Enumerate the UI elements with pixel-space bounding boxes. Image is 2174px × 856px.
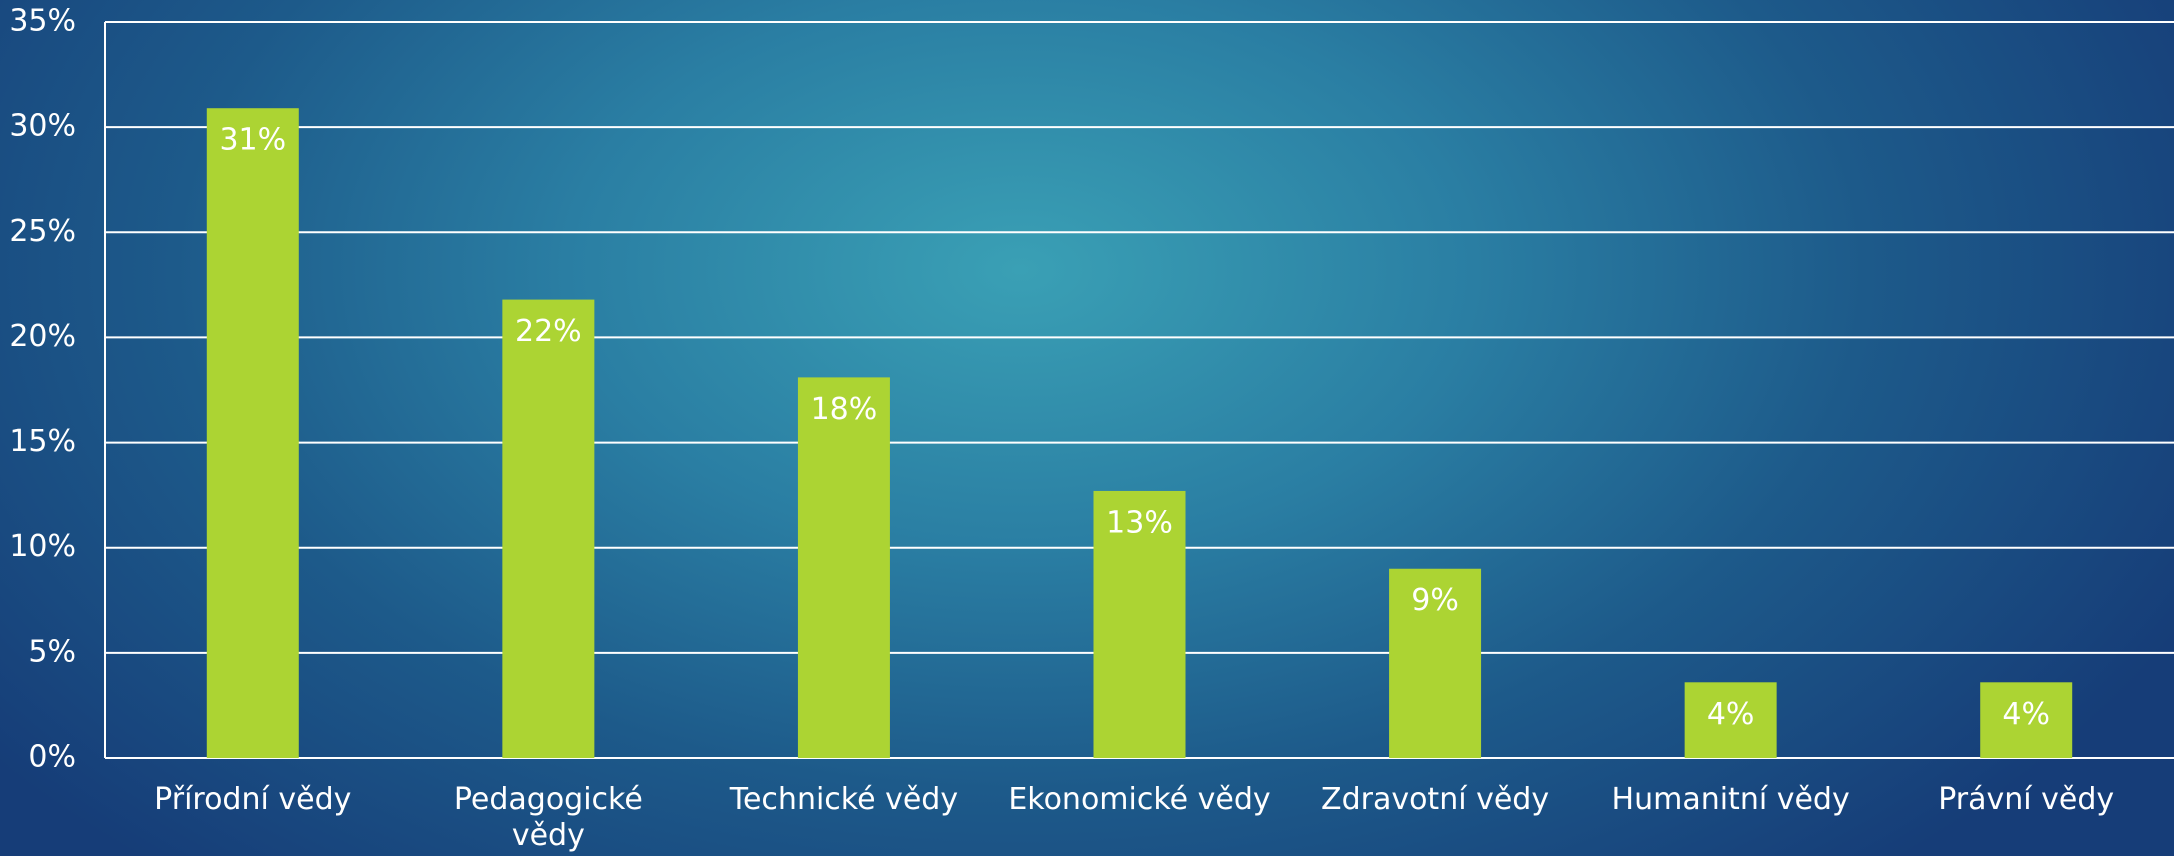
bar: [1980, 682, 2073, 758]
value-label: 13%: [1106, 505, 1173, 540]
value-label: 4%: [1707, 697, 1755, 732]
x-tick-label: Přírodní vědy: [154, 782, 352, 817]
x-tick-label: Právní vědy: [1938, 782, 2115, 817]
x-tick-label: Humanitní vědy: [1611, 782, 1850, 817]
bar: [1684, 682, 1777, 758]
bar: [206, 108, 299, 758]
y-tick-label: 20%: [9, 319, 76, 354]
value-label: 22%: [515, 314, 582, 349]
y-tick-label: 30%: [9, 109, 76, 144]
y-tick-label: 5%: [28, 634, 76, 669]
bar: [1093, 490, 1186, 758]
value-label: 4%: [2002, 697, 2050, 732]
bar: [502, 299, 595, 758]
y-tick-label: 0%: [28, 740, 76, 775]
bar: [797, 377, 890, 758]
y-tick-label: 10%: [9, 529, 76, 564]
x-tick-label: Ekonomické vědy: [1008, 782, 1271, 817]
x-tick-label: Zdravotní vědy: [1321, 782, 1550, 817]
value-label: 31%: [219, 123, 286, 158]
y-tick-label: 35%: [9, 4, 76, 39]
value-label: 9%: [1411, 583, 1459, 618]
x-tick-label: Technické vědy: [729, 782, 959, 817]
y-tick-label: 25%: [9, 214, 76, 249]
x-tick-label: Pedagogické vědy: [453, 782, 643, 853]
value-label: 18%: [811, 392, 878, 427]
bar: [1389, 568, 1482, 758]
y-tick-label: 15%: [9, 424, 76, 459]
